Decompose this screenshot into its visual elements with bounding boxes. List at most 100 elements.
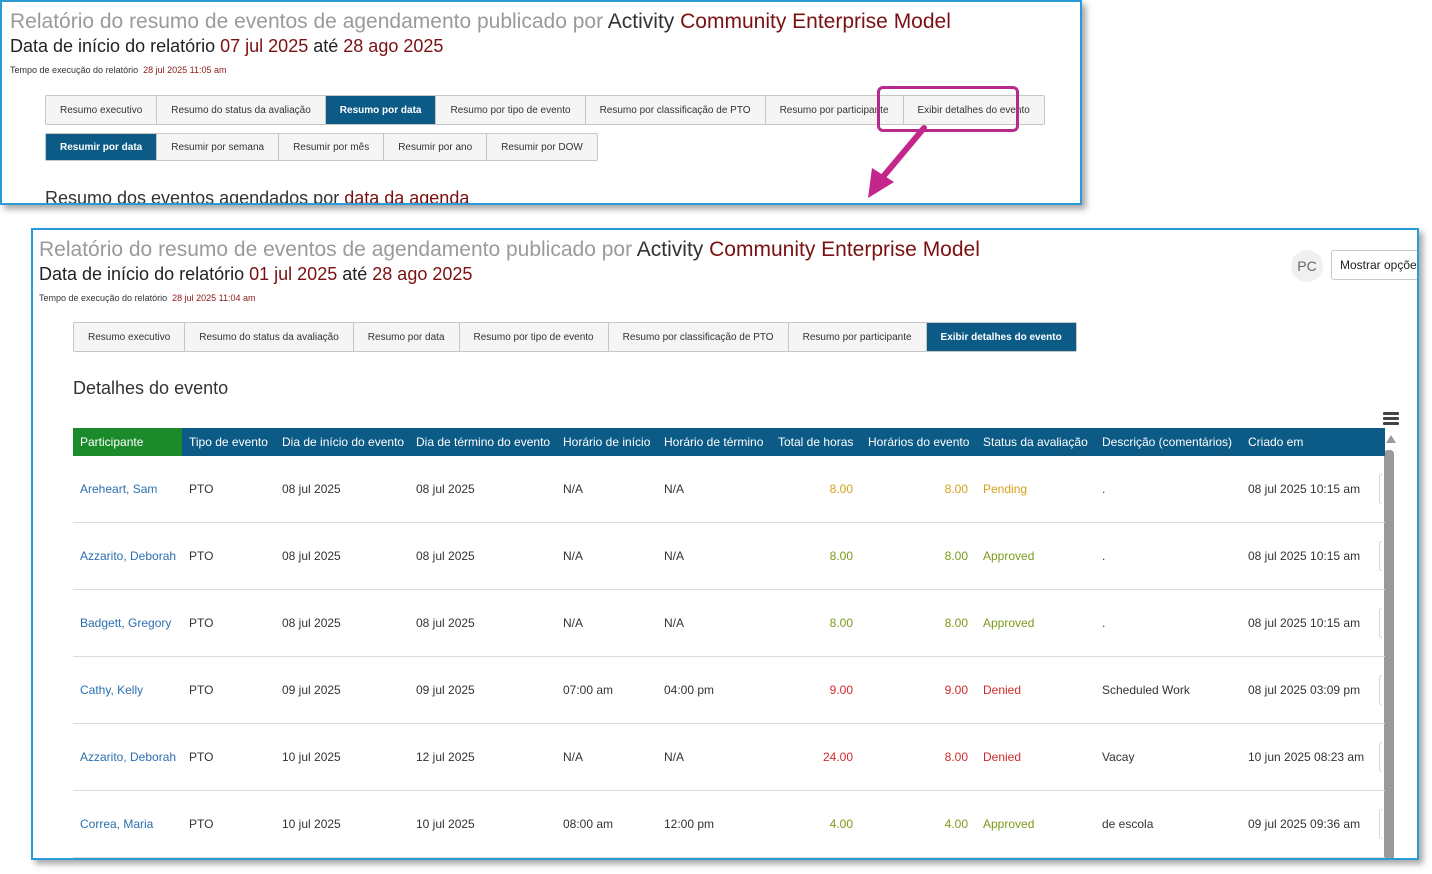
event-type-cell: PTO bbox=[189, 482, 214, 496]
tab-summary-by-event-type[interactable]: Resumo por tipo de evento bbox=[436, 96, 586, 124]
section-heading-highlight: data da agenda bbox=[344, 188, 470, 205]
participant-link[interactable]: Badgett, Gregory bbox=[80, 616, 172, 630]
report-title-activity: Activity bbox=[636, 238, 704, 261]
vertical-scrollbar[interactable] bbox=[1384, 450, 1394, 858]
total-hours-cell: 8.00 bbox=[829, 482, 853, 496]
tab-summary-by-event-type[interactable]: Resumo por tipo de evento bbox=[460, 323, 609, 351]
tab-executive-summary[interactable]: Resumo executivo bbox=[74, 323, 186, 351]
tab-evaluation-status[interactable]: Resumo do status da avaliação bbox=[185, 323, 354, 351]
subtab-by-week[interactable]: Resumir por semana bbox=[157, 134, 280, 160]
tab-summary-by-date[interactable]: Resumo por data bbox=[354, 323, 460, 351]
end-day-cell: 09 jul 2025 bbox=[416, 683, 475, 697]
start-day-cell: 08 jul 2025 bbox=[282, 549, 341, 563]
date-range-start: 07 jul 2025 bbox=[220, 36, 309, 56]
report-title-model: Community Enterprise Model bbox=[709, 238, 980, 261]
end-time-cell: 12:00 pm bbox=[664, 817, 715, 831]
participant-link[interactable]: Azzarito, Deborah bbox=[80, 549, 177, 563]
created-at-cell: 08 jul 2025 03:09 pm bbox=[1248, 683, 1361, 697]
column-header-start-day[interactable]: Dia de início do evento bbox=[282, 435, 405, 449]
subtab-by-month[interactable]: Resumir por mês bbox=[279, 134, 385, 160]
report-title-prefix: Relatório do resumo de eventos de agenda… bbox=[39, 238, 633, 261]
section-heading: Resumo dos eventos agendados por data da… bbox=[45, 188, 470, 205]
table-row: Azzarito, Deborah PTO 08 jul 2025 08 jul 20… bbox=[73, 523, 1385, 590]
tab-evaluation-status[interactable]: Resumo do status da avaliação bbox=[157, 96, 326, 124]
created-at-cell: 10 jun 2025 08:23 am bbox=[1248, 750, 1365, 764]
created-at-cell: 08 jul 2025 10:15 am bbox=[1248, 616, 1361, 630]
participant-link[interactable]: Azzarito, Deborah bbox=[80, 750, 177, 764]
column-header-created-at[interactable]: Criado em bbox=[1248, 435, 1304, 449]
event-type-cell: PTO bbox=[189, 750, 214, 764]
start-day-cell: 10 jul 2025 bbox=[282, 750, 341, 764]
end-day-cell: 08 jul 2025 bbox=[416, 549, 475, 563]
end-day-cell: 08 jul 2025 bbox=[416, 482, 475, 496]
table-header: Participante Tipo de evento Dia de iníci… bbox=[73, 428, 1385, 456]
row-action-button[interactable] bbox=[1379, 608, 1382, 638]
tab-summary-by-participant[interactable]: Resumo por participante bbox=[766, 96, 904, 124]
row-action-button[interactable] bbox=[1379, 675, 1382, 705]
subtab-by-dow[interactable]: Resumir por DOW bbox=[501, 141, 583, 153]
created-at-cell: 08 jul 2025 10:15 am bbox=[1248, 549, 1361, 563]
scroll-up-icon[interactable] bbox=[1386, 435, 1396, 443]
tab-event-details[interactable]: Exibir detalhes do evento bbox=[926, 323, 1076, 351]
report-title-activity: Activity bbox=[607, 10, 675, 33]
column-header-event-hours[interactable]: Horários do evento bbox=[868, 435, 970, 449]
subtab-by-year[interactable]: Resumir por ano bbox=[384, 134, 488, 160]
report-panel-previous: Relatório do resumo de eventos de agenda… bbox=[0, 0, 1082, 205]
status-cell: Approved bbox=[983, 817, 1035, 831]
row-action-button[interactable] bbox=[1379, 809, 1382, 839]
tab-event-details[interactable]: Exibir detalhes do evento bbox=[917, 104, 1030, 116]
column-header-description[interactable]: Descrição (comentários) bbox=[1102, 435, 1233, 449]
row-action-button[interactable] bbox=[1379, 742, 1382, 772]
date-range-until: até bbox=[342, 264, 368, 284]
column-header-participant[interactable]: Participante bbox=[73, 428, 182, 456]
date-range-end: 28 ago 2025 bbox=[372, 264, 473, 284]
participant-link[interactable]: Correa, Maria bbox=[80, 817, 154, 831]
subtab-by-date[interactable]: Resumir por data bbox=[46, 134, 158, 160]
column-header-evaluation-status[interactable]: Status da avaliação bbox=[983, 435, 1088, 449]
description-cell: . bbox=[1102, 482, 1106, 496]
status-cell: Approved bbox=[983, 616, 1035, 630]
report-title-prefix: Relatório do resumo de eventos de agenda… bbox=[10, 10, 604, 33]
report-title-model: Community Enterprise Model bbox=[680, 10, 951, 33]
column-header-end-time[interactable]: Horário de término bbox=[664, 435, 764, 449]
event-hours-cell: 4.00 bbox=[944, 817, 968, 831]
created-at-cell: 08 jul 2025 10:15 am bbox=[1248, 482, 1361, 496]
show-options-button[interactable]: Mostrar opçõe bbox=[1331, 250, 1417, 280]
report-title: Relatório do resumo de eventos de agenda… bbox=[10, 10, 951, 34]
table-row: Cathy, Kelly PTO 09 jul 2025 09 jul 2025 07:… bbox=[73, 657, 1385, 724]
participant-link[interactable]: Cathy, Kelly bbox=[80, 683, 144, 697]
row-action-button[interactable] bbox=[1379, 474, 1382, 504]
description-cell: de escola bbox=[1102, 817, 1154, 831]
column-header-end-day[interactable]: Dia de término do evento bbox=[416, 435, 551, 449]
column-header-total-hours[interactable]: Total de horas bbox=[778, 435, 854, 449]
total-hours-cell: 4.00 bbox=[829, 817, 853, 831]
section-heading-prefix: Resumo dos eventos agendados por bbox=[45, 188, 340, 205]
end-day-cell: 10 jul 2025 bbox=[416, 817, 475, 831]
event-details-table: Participante Tipo de evento Dia de iníci… bbox=[73, 428, 1385, 858]
column-header-event-type[interactable]: Tipo de evento bbox=[189, 435, 268, 449]
event-details-tab-highlight bbox=[877, 86, 1019, 132]
description-cell: . bbox=[1102, 616, 1106, 630]
date-range-start: 01 jul 2025 bbox=[249, 264, 338, 284]
event-type-cell: PTO bbox=[189, 616, 214, 630]
user-avatar[interactable]: PC bbox=[1291, 250, 1323, 282]
row-action-button[interactable] bbox=[1379, 541, 1382, 571]
total-hours-cell: 24.00 bbox=[822, 750, 853, 764]
tab-summary-by-pto-class[interactable]: Resumo por classificação de PTO bbox=[609, 323, 789, 351]
date-range-end: 28 ago 2025 bbox=[343, 36, 444, 56]
status-cell: Denied bbox=[983, 750, 1022, 764]
report-title: Relatório do resumo de eventos de agenda… bbox=[39, 238, 980, 262]
tab-executive-summary[interactable]: Resumo executivo bbox=[46, 96, 158, 124]
tab-summary-by-pto-class[interactable]: Resumo por classificação de PTO bbox=[586, 96, 766, 124]
table-menu-icon[interactable] bbox=[1383, 412, 1399, 426]
status-cell: Pending bbox=[983, 482, 1028, 496]
end-time-cell: 04:00 pm bbox=[664, 683, 715, 697]
runtime-value: 28 jul 2025 11:05 am bbox=[143, 65, 227, 75]
date-range-until: até bbox=[313, 36, 339, 56]
tab-summary-by-date[interactable]: Resumo por data bbox=[325, 96, 437, 124]
date-range-label: Data de início do relatório bbox=[10, 36, 216, 56]
participant-link[interactable]: Areheart, Sam bbox=[80, 482, 158, 496]
column-header-start-time[interactable]: Horário de início bbox=[563, 435, 651, 449]
start-time-cell: N/A bbox=[563, 549, 584, 563]
tab-summary-by-participant[interactable]: Resumo por participante bbox=[789, 323, 927, 351]
